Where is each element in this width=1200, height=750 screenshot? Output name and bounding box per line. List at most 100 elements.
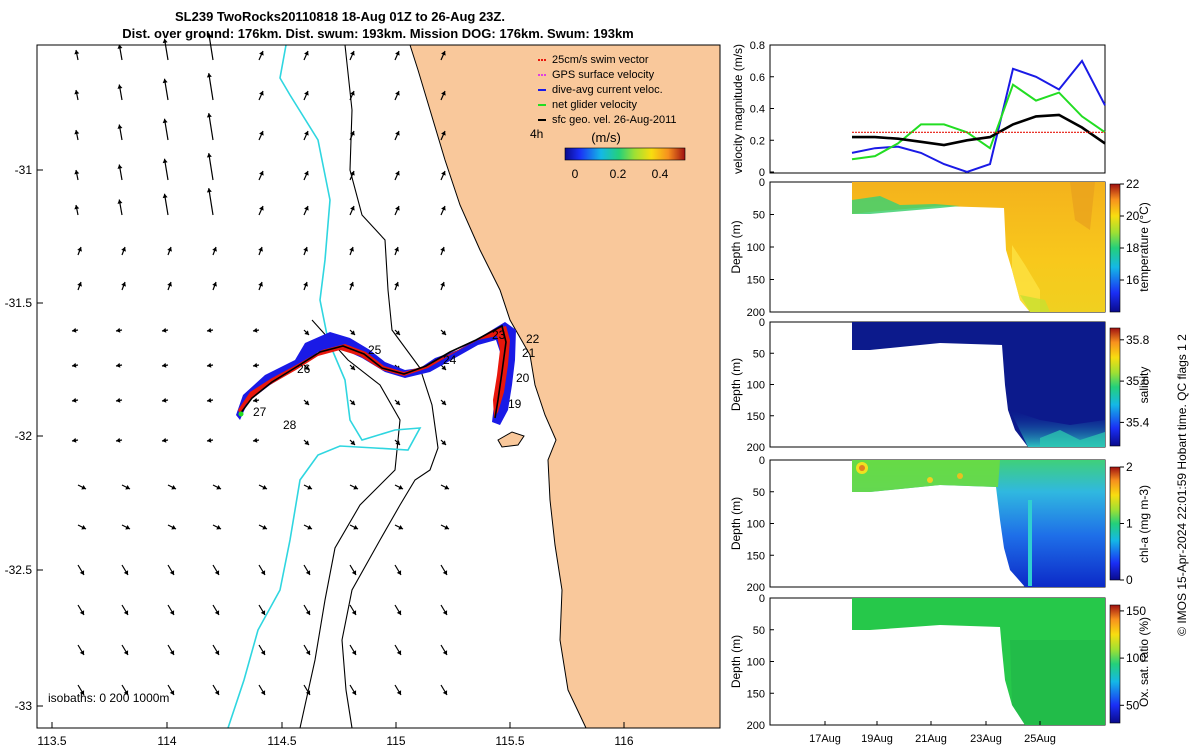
vector-arrowhead: [304, 330, 309, 335]
vector-arrowhead: [441, 400, 446, 405]
map-xtick-3: 115: [386, 734, 405, 748]
chla-cbtick-2: 2: [1126, 460, 1133, 474]
vector-arrowhead: [305, 650, 311, 655]
vector-arrowhead: [162, 193, 168, 199]
legend-item-3: net glider velocity: [552, 99, 637, 111]
date-tick-0: 17Aug: [809, 733, 841, 745]
chla-label: chl-a (mg m-3): [1137, 485, 1151, 563]
depth-tick-2-2: 100: [747, 519, 765, 531]
depth-tick-1-4: 200: [747, 442, 765, 454]
vector-arrowhead: [303, 282, 308, 287]
date-ticks: 17Aug 19Aug 21Aug 23Aug 25Aug: [809, 721, 1056, 745]
depth-axis-label-2: Depth (m): [729, 497, 743, 550]
vector-arrowhead: [116, 397, 121, 403]
vector-arrowhead: [304, 365, 309, 370]
glider-track-line: [239, 324, 507, 419]
vector-arrowhead: [396, 570, 402, 575]
vector-arrowhead: [117, 164, 123, 169]
velocity-panel: 0 0.2 0.4 0.6 0.8 velocity magnitude (m/s): [731, 40, 1106, 179]
vector-arrowhead: [207, 437, 212, 443]
day-label-27: 27: [253, 405, 267, 419]
isobath-200m: [341, 45, 439, 728]
depth-axis-label-0: Depth (m): [729, 220, 743, 273]
vector-arrowhead: [206, 113, 212, 118]
glider-track-red: [238, 326, 510, 418]
temperature-label: temperature (°C): [1137, 202, 1151, 292]
date-tick-1: 19Aug: [861, 733, 893, 745]
vector-arrowhead: [79, 570, 85, 575]
vector-arrowhead: [167, 247, 172, 252]
vector-arrowhead: [125, 524, 130, 530]
vector-arrowhead: [350, 206, 355, 211]
date-tick-3: 23Aug: [970, 733, 1002, 745]
map-legend: 25cm/s swim vector GPS surface velocity di…: [538, 54, 677, 126]
salinity-label: salinity: [1137, 367, 1151, 404]
vector-arrowhead: [167, 282, 172, 287]
vector-arrowhead: [444, 484, 449, 490]
figure-title: SL239 TwoRocks20110818 18-Aug 01Z to 26-…: [175, 9, 505, 24]
vector-arrowhead: [351, 650, 357, 655]
velocity-vectors: [71, 33, 450, 696]
vector-arrowhead: [262, 524, 267, 530]
vector-arrowhead: [351, 610, 357, 615]
vector-arrowhead: [304, 171, 309, 176]
map-xtick-2: 114.5: [267, 734, 296, 748]
vector-arrowhead: [353, 524, 358, 530]
day-label-22: 22: [526, 332, 540, 346]
coastline: [409, 45, 587, 728]
vector-arrow: [208, 33, 214, 61]
colorbar-tick-1: 0.2: [610, 167, 627, 181]
salinity-cbtick-0: 35.4: [1126, 415, 1150, 429]
chla-cbtick-1: 1: [1126, 517, 1133, 531]
temperature-cbtick-0: 16: [1126, 273, 1140, 287]
velocity-ytick-1: 0.2: [750, 135, 765, 147]
vector-arrow: [208, 188, 214, 216]
date-tick-4: 25Aug: [1024, 733, 1056, 745]
velocity-axis-label: velocity magnitude (m/s): [731, 44, 745, 174]
vector-arrowhead: [350, 365, 355, 370]
vector-arrowhead: [121, 282, 126, 287]
colorbar-tick-0: 0: [572, 167, 579, 181]
velocity-ytick-4: 0.8: [750, 40, 765, 52]
vector-arrowhead: [304, 400, 309, 405]
vector-arrowhead: [169, 650, 175, 655]
depth-tick-3-1: 50: [753, 625, 765, 637]
vector-arrowhead: [79, 610, 85, 615]
vector-arrowhead: [395, 131, 400, 136]
velocity-series-2: [852, 113, 1106, 147]
depth-tick-2-4: 200: [747, 582, 765, 594]
vector-arrowhead: [307, 524, 312, 530]
oxygen-panel: [769, 597, 1121, 726]
vector-arrowhead: [304, 91, 309, 96]
speed-colorbar: [564, 147, 686, 161]
map-xtick-4: 115.5: [495, 734, 524, 748]
vector-arrowhead: [123, 690, 129, 695]
vector-arrowhead: [81, 484, 86, 490]
map-ytick-4: -33: [15, 699, 33, 713]
vector-arrowhead: [117, 44, 123, 49]
vector-arrowhead: [162, 118, 168, 124]
vector-arrowhead: [441, 440, 446, 445]
vector-arrowhead: [206, 188, 212, 193]
glider-track-blue: [236, 322, 516, 425]
depth-tick-3-3: 150: [747, 688, 765, 700]
vector-arrowhead: [162, 38, 168, 44]
legend-item-2: dive-avg current veloc.: [552, 84, 663, 96]
map-xtick-0: 113.5: [37, 734, 66, 748]
chla-streak: [1028, 500, 1032, 586]
vector-arrowhead: [260, 690, 266, 695]
vector-arrowhead: [74, 90, 80, 95]
day-label-26: 26: [297, 362, 311, 376]
vector-arrowhead: [350, 131, 355, 136]
salinity-colorbar: [1109, 327, 1121, 447]
vector-arrowhead: [81, 524, 86, 530]
vector-arrowhead: [444, 524, 449, 530]
vector-arrowhead: [441, 330, 446, 335]
vector-arrowhead: [442, 690, 448, 695]
vector-arrowhead: [171, 524, 176, 530]
vector-arrowhead: [162, 362, 167, 368]
vector-arrowhead: [206, 33, 212, 38]
vector-arrowhead: [74, 205, 80, 210]
day-label-24: 24: [443, 353, 457, 367]
vector-arrowhead: [395, 440, 400, 445]
